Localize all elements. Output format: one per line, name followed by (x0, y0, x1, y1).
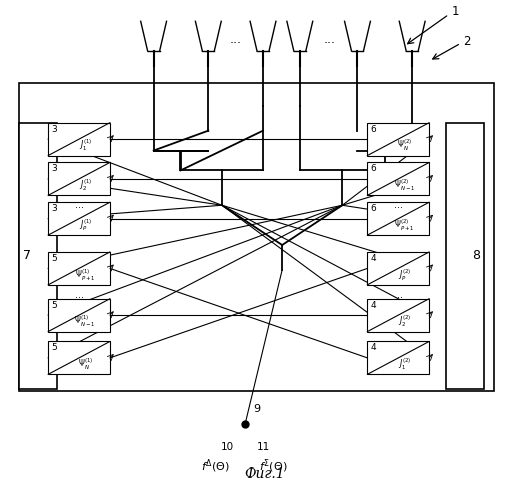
Text: $J_2^{(1)}$: $J_2^{(1)}$ (79, 178, 92, 193)
Text: $J_P^{(1)}$: $J_P^{(1)}$ (79, 218, 92, 233)
Text: 10: 10 (221, 442, 234, 452)
Text: 4: 4 (371, 344, 376, 352)
Text: $\Psi_{N-1}^{(1)}$: $\Psi_{N-1}^{(1)}$ (74, 314, 96, 330)
Text: ...: ... (229, 32, 241, 46)
Text: $\Psi_{P+1}^{(2)}$: $\Psi_{P+1}^{(2)}$ (394, 218, 415, 233)
Bar (48, 298, 110, 332)
Text: $\Psi_N^{(2)}$: $\Psi_N^{(2)}$ (397, 138, 412, 154)
Text: $J_2^{(2)}$: $J_2^{(2)}$ (398, 314, 411, 330)
Text: Фиг.1: Фиг.1 (245, 466, 285, 480)
Text: $J_1^{(2)}$: $J_1^{(2)}$ (398, 356, 411, 372)
Bar (367, 298, 429, 332)
Text: ...: ... (74, 290, 83, 300)
Text: 3: 3 (51, 124, 57, 134)
Text: 9: 9 (253, 404, 261, 414)
Text: 4: 4 (371, 300, 376, 310)
Bar (446, 122, 484, 389)
Text: 11: 11 (256, 442, 270, 452)
Bar (48, 252, 110, 285)
Bar (19, 122, 57, 389)
Text: 5: 5 (51, 300, 57, 310)
Text: 5: 5 (51, 344, 57, 352)
Bar (48, 162, 110, 196)
Bar (48, 342, 110, 374)
Text: 6: 6 (371, 164, 376, 173)
Text: $f^{\Sigma}(\Theta)$: $f^{\Sigma}(\Theta)$ (259, 458, 287, 475)
Text: $\Psi_{N-1}^{(2)}$: $\Psi_{N-1}^{(2)}$ (393, 178, 415, 193)
Bar (367, 202, 429, 235)
Text: 4: 4 (371, 254, 376, 263)
Text: $\Psi_{P+1}^{(1)}$: $\Psi_{P+1}^{(1)}$ (75, 267, 96, 282)
Text: 3: 3 (51, 204, 57, 214)
Text: ...: ... (74, 200, 83, 210)
Bar (367, 122, 429, 156)
Text: ...: ... (323, 32, 336, 46)
Bar (48, 122, 110, 156)
Text: 6: 6 (371, 124, 376, 134)
Text: $f^{\Delta}(\Theta)$: $f^{\Delta}(\Theta)$ (201, 458, 230, 475)
Text: 6: 6 (371, 204, 376, 214)
Text: ...: ... (394, 290, 402, 300)
Text: ...: ... (394, 200, 402, 210)
Bar (367, 162, 429, 196)
Bar (367, 342, 429, 374)
Text: 3: 3 (51, 164, 57, 173)
Text: 8: 8 (472, 250, 480, 262)
Bar (48, 202, 110, 235)
Bar (367, 252, 429, 285)
Text: 7: 7 (23, 250, 31, 262)
Text: $J_1^{(1)}$: $J_1^{(1)}$ (79, 138, 92, 154)
Text: 2: 2 (463, 34, 470, 48)
Text: 1: 1 (452, 5, 459, 18)
Text: 5: 5 (51, 254, 57, 263)
Text: $J_P^{(2)}$: $J_P^{(2)}$ (398, 267, 411, 282)
Text: $\Psi_N^{(1)}$: $\Psi_N^{(1)}$ (78, 356, 93, 372)
Bar (19, 83, 494, 391)
